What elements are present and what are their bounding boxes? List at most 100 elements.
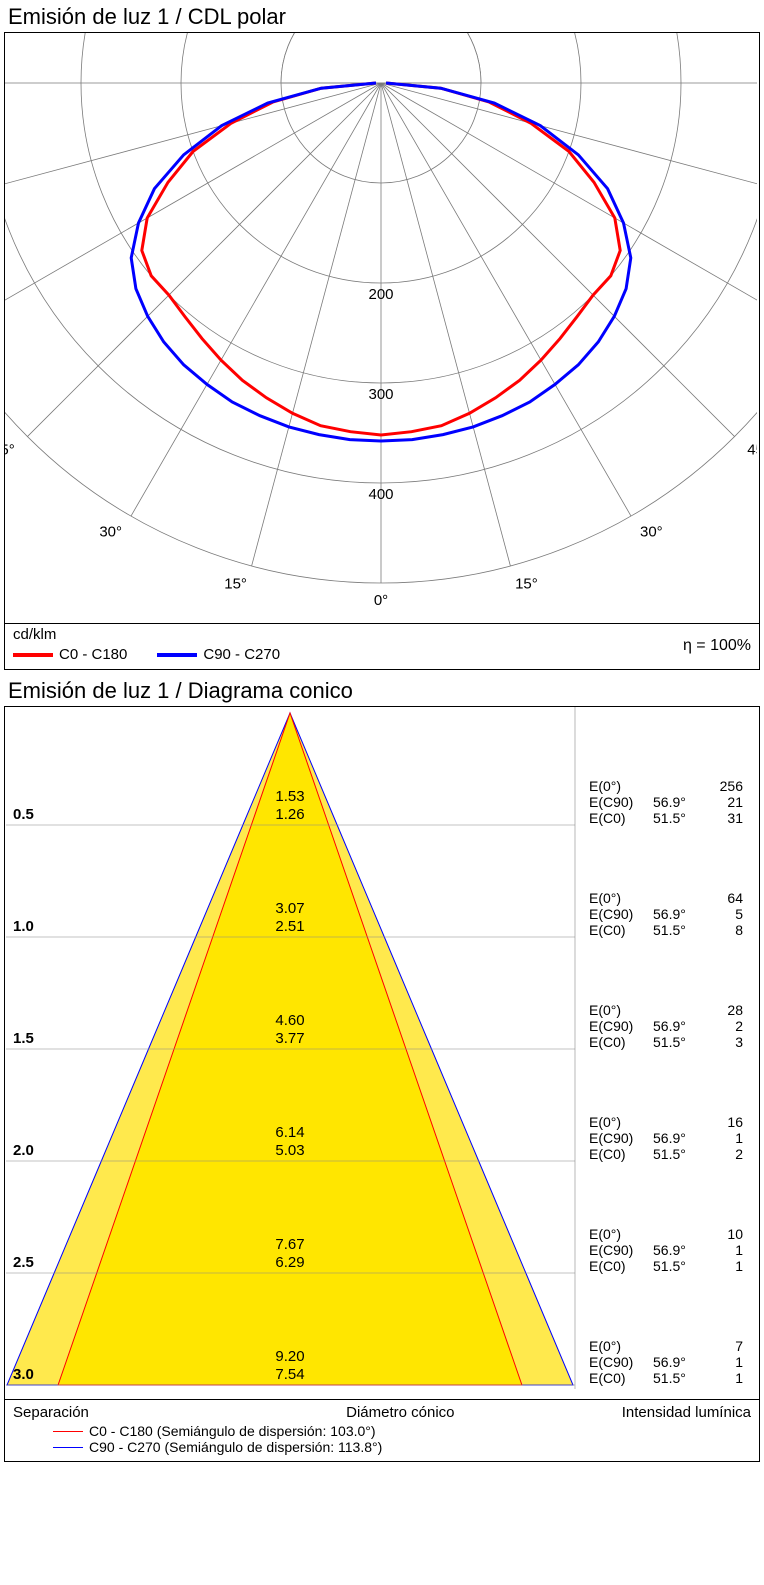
svg-text:6.14: 6.14	[275, 1124, 304, 1141]
svg-text:E(C0): E(C0)	[589, 1258, 626, 1274]
legend-item-c0: C0 - C180	[13, 646, 127, 663]
cone-legend-label-0: C0 - C180 (Semiángulo de dispersión: 103…	[89, 1423, 376, 1439]
svg-text:E(0°): E(0°)	[589, 1338, 621, 1354]
cone-diagram: 0.5 1.0 1.5 2.0 2.5 3.0 1.531.26 3.072.51 4.603.…	[4, 706, 760, 1462]
polar-diagram: 0°15°15°30°30°45°45°60°60°75°75°90°90°10…	[4, 32, 760, 670]
svg-text:9.20: 9.20	[275, 1348, 304, 1365]
svg-text:E(C90): E(C90)	[589, 1130, 633, 1146]
cone-title: Emisión de luz 1 / Diagrama conico	[0, 674, 764, 706]
svg-text:E(0°): E(0°)	[589, 1002, 621, 1018]
cone-legend-label-1: C90 - C270 (Semiángulo de dispersión: 11…	[89, 1439, 382, 1455]
svg-text:E(C90): E(C90)	[589, 1354, 633, 1370]
svg-text:E(C90): E(C90)	[589, 1018, 633, 1034]
svg-text:51.5°: 51.5°	[653, 922, 686, 938]
svg-text:256: 256	[720, 778, 744, 794]
legend-label-c0: C0 - C180	[59, 646, 127, 663]
svg-text:2.0: 2.0	[13, 1142, 34, 1159]
svg-text:7: 7	[735, 1338, 743, 1354]
polar-title: Emisión de luz 1 / CDL polar	[0, 0, 764, 32]
svg-text:15°: 15°	[224, 575, 247, 592]
cone-legend: Separación Diámetro cónico Intensidad lu…	[5, 1399, 759, 1461]
svg-text:5.03: 5.03	[275, 1142, 304, 1159]
svg-text:3.77: 3.77	[275, 1030, 304, 1047]
svg-text:1.53: 1.53	[275, 788, 304, 805]
svg-text:E(C90): E(C90)	[589, 906, 633, 922]
svg-text:1: 1	[735, 1258, 743, 1274]
legend-swatch-c0	[13, 653, 53, 657]
svg-text:1: 1	[735, 1130, 743, 1146]
svg-text:56.9°: 56.9°	[653, 1018, 686, 1034]
svg-text:15°: 15°	[515, 575, 538, 592]
svg-text:3.07: 3.07	[275, 900, 304, 917]
svg-text:3: 3	[735, 1034, 743, 1050]
svg-text:51.5°: 51.5°	[653, 810, 686, 826]
svg-text:E(C90): E(C90)	[589, 1242, 633, 1258]
svg-text:56.9°: 56.9°	[653, 906, 686, 922]
svg-text:56.9°: 56.9°	[653, 1130, 686, 1146]
svg-text:E(0°): E(0°)	[589, 890, 621, 906]
cone-svg: 0.5 1.0 1.5 2.0 2.5 3.0 1.531.26 3.072.51 4.603.…	[5, 707, 757, 1399]
eta-label: η = 100%	[683, 637, 751, 655]
svg-text:21: 21	[727, 794, 743, 810]
svg-text:E(C0): E(C0)	[589, 1370, 626, 1386]
svg-text:E(C0): E(C0)	[589, 810, 626, 826]
svg-text:2.51: 2.51	[275, 918, 304, 935]
svg-text:1: 1	[735, 1370, 743, 1386]
svg-text:6.29: 6.29	[275, 1254, 304, 1271]
legend-label-c90: C90 - C270	[203, 646, 280, 663]
svg-text:1.26: 1.26	[275, 806, 304, 823]
svg-text:E(C0): E(C0)	[589, 1034, 626, 1050]
svg-text:E(C0): E(C0)	[589, 922, 626, 938]
svg-text:0°: 0°	[374, 592, 388, 609]
svg-text:45°: 45°	[747, 441, 757, 458]
svg-text:1: 1	[735, 1242, 743, 1258]
svg-text:1.0: 1.0	[13, 918, 34, 935]
polar-svg: 0°15°15°30°30°45°45°60°60°75°75°90°90°10…	[5, 33, 757, 623]
cone-footer-left: Separación	[13, 1404, 89, 1421]
cone-footer-mid: Diámetro cónico	[346, 1404, 454, 1421]
svg-text:2: 2	[735, 1018, 743, 1034]
svg-text:E(0°): E(0°)	[589, 1226, 621, 1242]
svg-text:31: 31	[727, 810, 743, 826]
svg-text:7.67: 7.67	[275, 1236, 304, 1253]
svg-text:0.5: 0.5	[13, 806, 34, 823]
svg-text:1.5: 1.5	[13, 1030, 34, 1047]
cone-legend-header: Separación Diámetro cónico Intensidad lu…	[13, 1404, 751, 1423]
cone-swatch-1	[53, 1447, 83, 1448]
svg-text:2.5: 2.5	[13, 1254, 34, 1271]
polar-legend: cd/klm C0 - C180 C90 - C270 η = 100%	[5, 623, 759, 669]
svg-text:200: 200	[368, 286, 393, 303]
svg-text:8: 8	[735, 922, 743, 938]
svg-text:7.54: 7.54	[275, 1366, 304, 1383]
svg-text:56.9°: 56.9°	[653, 1242, 686, 1258]
svg-text:51.5°: 51.5°	[653, 1258, 686, 1274]
svg-text:51.5°: 51.5°	[653, 1146, 686, 1162]
svg-text:300: 300	[368, 386, 393, 403]
svg-text:E(C90): E(C90)	[589, 794, 633, 810]
svg-text:45°: 45°	[5, 441, 15, 458]
svg-text:5: 5	[735, 906, 743, 922]
legend-swatch-c90	[157, 653, 197, 657]
cone-swatch-0	[53, 1431, 83, 1432]
svg-text:64: 64	[727, 890, 743, 906]
polar-unit-label: cd/klm	[13, 626, 56, 643]
svg-text:51.5°: 51.5°	[653, 1034, 686, 1050]
svg-text:4.60: 4.60	[275, 1012, 304, 1029]
svg-text:51.5°: 51.5°	[653, 1370, 686, 1386]
cone-legend-row-0: C0 - C180 (Semiángulo de dispersión: 103…	[13, 1423, 751, 1439]
svg-text:E(C0): E(C0)	[589, 1146, 626, 1162]
cone-legend-row-1: C90 - C270 (Semiángulo de dispersión: 11…	[13, 1439, 751, 1455]
svg-text:28: 28	[727, 1002, 743, 1018]
svg-text:3.0: 3.0	[13, 1366, 34, 1383]
svg-text:30°: 30°	[640, 524, 663, 541]
legend-item-c90: C90 - C270	[157, 646, 280, 663]
svg-text:E(0°): E(0°)	[589, 1114, 621, 1130]
svg-text:2: 2	[735, 1146, 743, 1162]
cone-footer-right: Intensidad lumínica	[622, 1404, 751, 1421]
svg-text:10: 10	[727, 1226, 743, 1242]
svg-text:1: 1	[735, 1354, 743, 1370]
svg-text:16: 16	[727, 1114, 743, 1130]
svg-text:E(0°): E(0°)	[589, 778, 621, 794]
svg-text:30°: 30°	[99, 524, 122, 541]
svg-text:56.9°: 56.9°	[653, 794, 686, 810]
